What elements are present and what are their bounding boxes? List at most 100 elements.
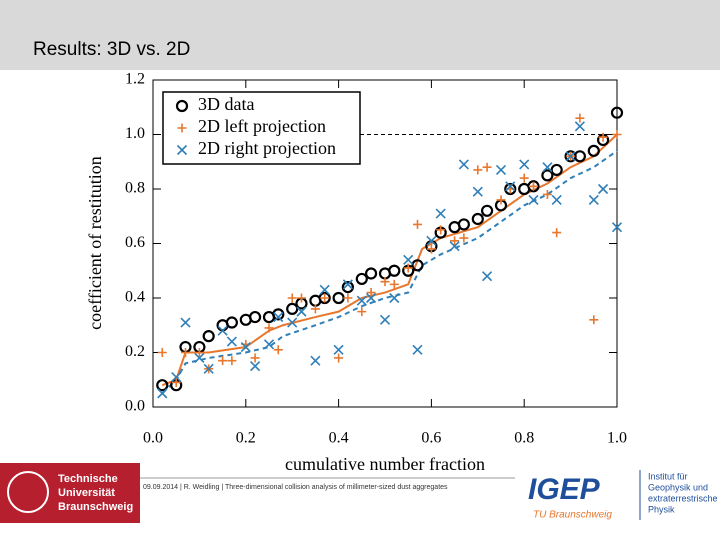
point (527, 180, 540, 193)
legend-box (162, 91, 361, 165)
y-axis-label: coefficient of restitution (85, 156, 105, 330)
point (203, 363, 214, 374)
point (505, 181, 516, 192)
y-tick-label: 0.4 (125, 289, 145, 306)
point (319, 284, 330, 295)
point (379, 314, 391, 325)
point (194, 352, 205, 364)
point (519, 173, 529, 183)
point (286, 302, 299, 315)
point (542, 189, 552, 199)
x-tick-label: 0.0 (143, 430, 163, 447)
point (598, 132, 608, 142)
point (171, 371, 182, 383)
point (458, 159, 469, 170)
y-tick-label: 0.0 (125, 398, 145, 415)
point (403, 254, 414, 265)
point (356, 295, 367, 306)
point (611, 222, 623, 233)
point (343, 293, 353, 303)
institute-text: Geophysik und (648, 482, 708, 492)
point (471, 212, 484, 226)
legend-label: 2D right projection (198, 138, 336, 158)
point (341, 281, 354, 294)
point (541, 169, 554, 182)
point (263, 339, 275, 350)
point (457, 218, 470, 231)
y-tick-label: 0.2 (125, 343, 145, 360)
point (495, 164, 507, 175)
igep-logo-sub: TU Braunschweig (533, 510, 612, 521)
point (574, 121, 585, 132)
legend-marker (176, 144, 188, 156)
point (450, 236, 460, 246)
point (310, 304, 320, 314)
slide-title: Results: 3D vs. 2D (33, 39, 190, 60)
institute-text: Institut für (648, 471, 688, 481)
point (180, 317, 191, 328)
point (598, 183, 609, 195)
point (272, 308, 285, 321)
point (227, 356, 237, 366)
point (333, 344, 344, 355)
header-band (0, 0, 720, 70)
point (435, 208, 446, 219)
point (610, 106, 624, 119)
point (426, 235, 437, 246)
point (180, 348, 190, 357)
legend-label: 3D data (198, 94, 254, 114)
x-tick-label: 0.2 (236, 430, 256, 447)
point (250, 361, 261, 372)
point (287, 293, 297, 303)
point (588, 194, 599, 205)
y-tick-label: 0.6 (125, 234, 145, 251)
point (332, 291, 345, 305)
point (389, 292, 400, 304)
point (412, 219, 422, 229)
point (496, 195, 506, 205)
point (366, 292, 377, 304)
point (357, 307, 367, 317)
point (334, 353, 344, 363)
point (226, 336, 237, 347)
point (194, 348, 204, 357)
point (355, 272, 368, 286)
point (248, 310, 262, 324)
point (287, 317, 298, 328)
point (550, 163, 563, 177)
point (459, 233, 469, 243)
point (436, 225, 446, 235)
point (318, 291, 331, 305)
tu-emblem (7, 471, 49, 513)
y-tick-label: 1.0 (125, 125, 145, 142)
point (171, 377, 181, 387)
point (156, 379, 169, 392)
point (296, 306, 307, 317)
legend-marker (177, 123, 187, 133)
point (366, 288, 376, 298)
y-tick-label: 1.2 (125, 71, 145, 88)
x-tick-label: 0.8 (514, 430, 534, 447)
point (250, 353, 260, 363)
point (589, 315, 599, 325)
point (157, 388, 168, 399)
point (504, 182, 517, 196)
point (157, 348, 167, 357)
x-tick-label: 0.4 (329, 430, 349, 447)
tu-logo-text: Braunschweig (58, 501, 133, 513)
point (411, 259, 424, 272)
x-tick-label: 0.6 (421, 430, 441, 447)
point (587, 144, 600, 157)
trend-line (161, 133, 618, 387)
point (528, 194, 539, 205)
point (473, 165, 483, 175)
point (225, 316, 238, 329)
point (389, 279, 399, 289)
point (273, 312, 284, 323)
point (364, 267, 378, 280)
point (528, 181, 538, 191)
point (565, 151, 576, 162)
institute-text: extraterrestrische (648, 493, 718, 503)
